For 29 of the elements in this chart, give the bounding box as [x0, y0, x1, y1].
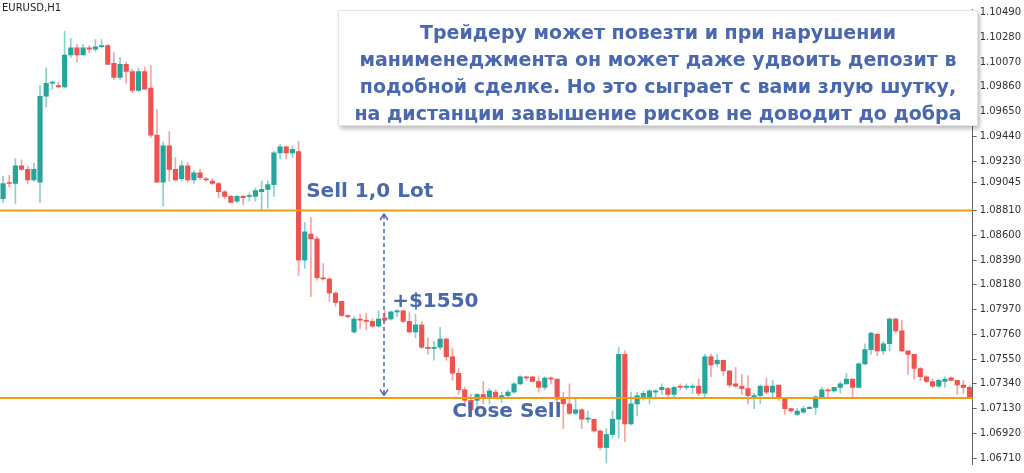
y-tick-label: 1.10070 — [979, 55, 1022, 67]
candlestick — [240, 194, 246, 205]
annotation: +$1550 — [392, 288, 479, 313]
y-tick-label: 1.09860 — [979, 80, 1022, 92]
candlestick — [394, 309, 400, 317]
y-tick-label: 1.10490 — [979, 6, 1022, 18]
candlestick — [825, 388, 831, 398]
y-tick-label: 1.09230 — [979, 154, 1022, 166]
y-tick-label: 1.10280 — [979, 30, 1022, 42]
y-tick-label: 1.07130 — [979, 402, 1022, 414]
y-tick-label: 1.09440 — [979, 129, 1022, 141]
y-tick-label: 1.08810 — [979, 204, 1022, 216]
candlestick — [585, 410, 591, 424]
y-tick-label: 1.08390 — [979, 253, 1022, 265]
chart-subtitle: EURUSD,H1 — [2, 2, 62, 13]
ref-line-label: Close Sell — [452, 398, 562, 423]
y-tick-label: 1.07340 — [979, 377, 1022, 389]
y-tick-label: 1.08600 — [979, 228, 1022, 240]
y-tick-label: 1.09045 — [979, 176, 1022, 188]
y-tick-label: 1.07550 — [979, 352, 1022, 364]
ref-line-label: Sell 1,0 Lot — [306, 177, 434, 202]
y-tick-label: 1.07760 — [979, 327, 1022, 339]
y-tick-label: 1.08180 — [979, 278, 1022, 290]
y-tick-label: 1.06920 — [979, 426, 1022, 438]
y-tick-label: 1.09650 — [979, 105, 1022, 117]
text: Трейдеру может повезти и при нарушении манименеджмента он может даже удвоить депозит в подобной сделке. Но это сыграет с вами злую шутку, на дистанции завышение рисков не доводит до добра — [338, 10, 978, 126]
candlestick — [6, 174, 12, 188]
y-tick-label: 1.06710 — [979, 451, 1022, 463]
y-tick-label: 1.07970 — [979, 303, 1022, 315]
